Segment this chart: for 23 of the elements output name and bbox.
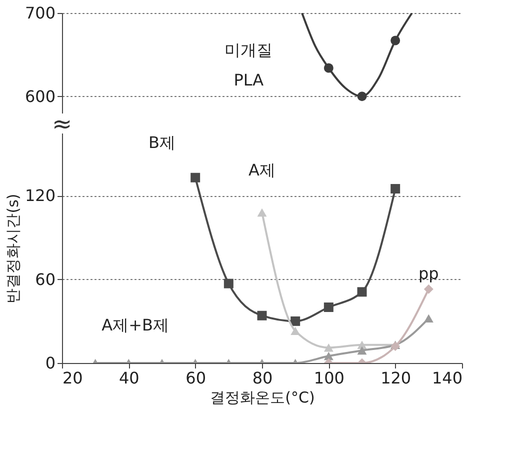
x-tick-label: 80 [252,368,273,388]
x-tick-label: 40 [118,368,140,388]
x-tick-label: 100 [314,368,344,388]
x-tick-label: 120 [380,368,412,388]
x-tick-label: 20 [62,368,83,388]
y-tick-label: 120 [24,186,56,206]
y-tick-label: 60 [35,270,56,289]
series-label: A제 [248,160,276,180]
y-tick-label: 0 [45,354,56,372]
point [324,63,334,73]
point [390,36,400,46]
x-tick-label: 140 [432,368,462,388]
series-label: A제+B제 [102,315,169,334]
y-axis-title: 반결정화시간(s) [4,194,22,304]
point [357,92,367,102]
x-tick-label: 60 [186,368,206,388]
text: 미개질 PLA [224,40,273,90]
series-label: B제 [148,132,176,152]
series-label: pp [418,264,439,283]
y-tick-label: 600 [24,86,56,106]
annotation: ≈ [52,110,72,138]
x-axis-title: 결정화온도(°C) [210,388,315,406]
y-tick-label: 700 [24,4,56,22]
